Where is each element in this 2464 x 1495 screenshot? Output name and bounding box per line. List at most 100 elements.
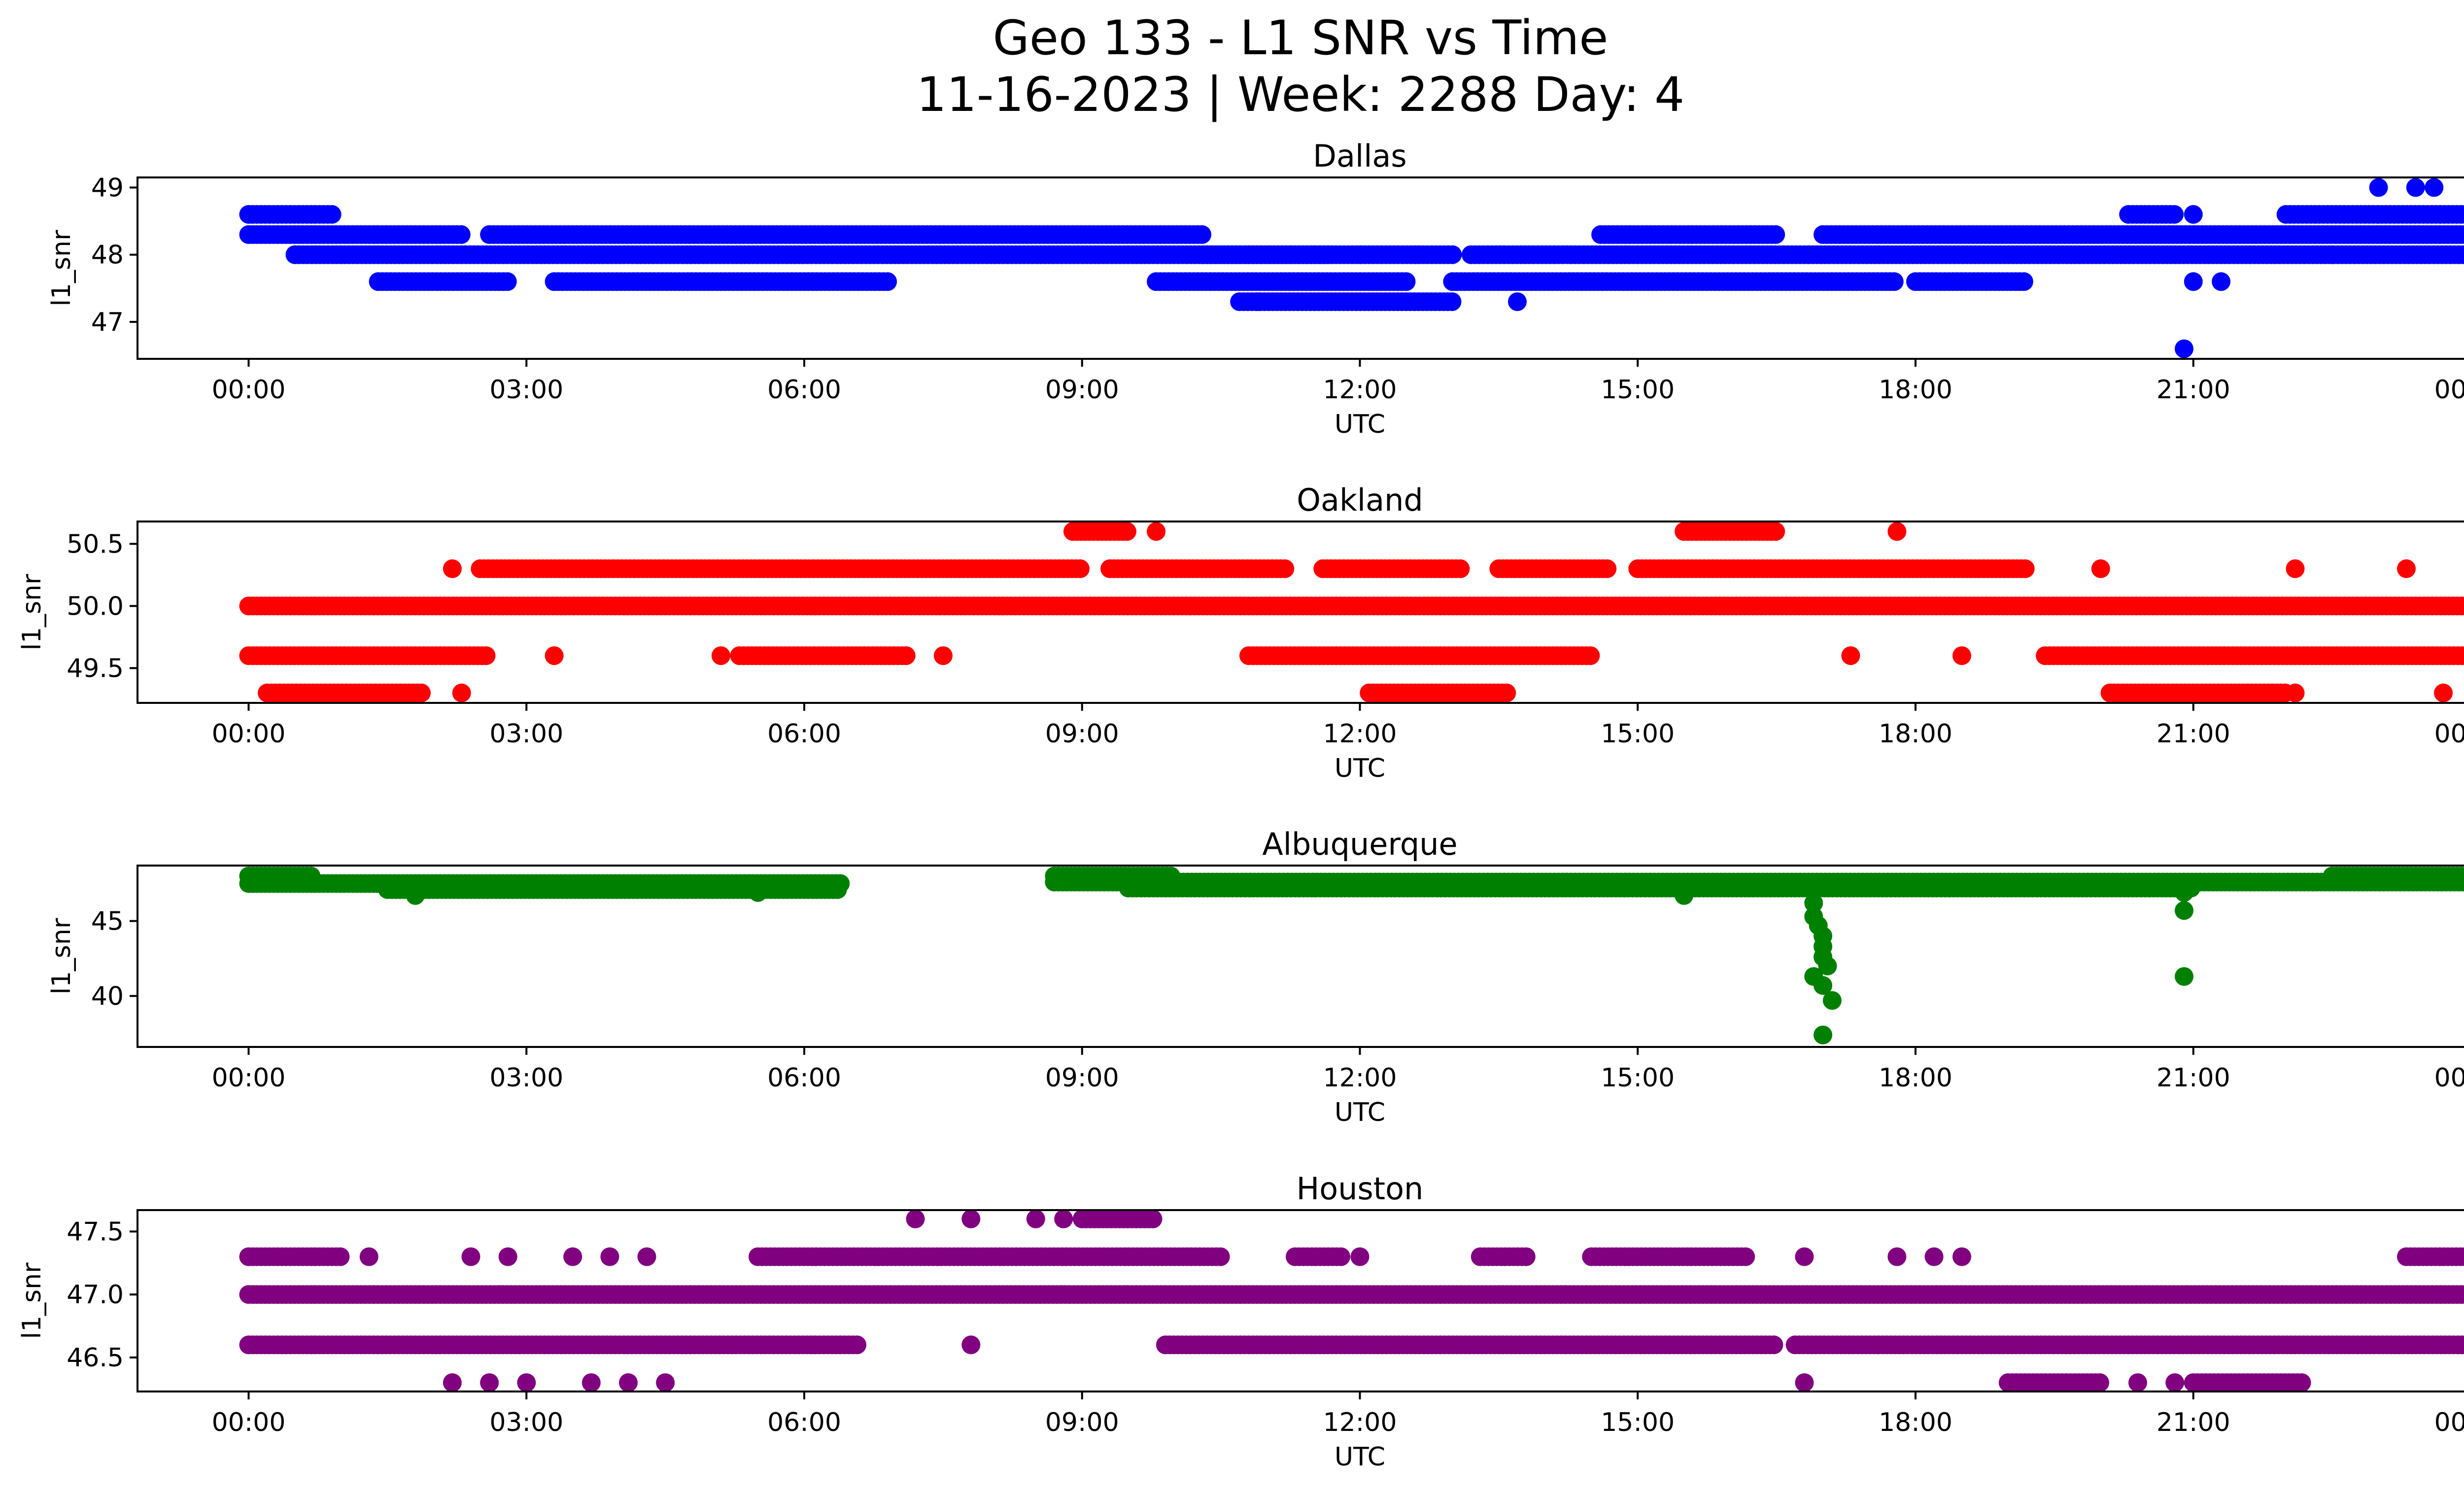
data-point: [896, 646, 916, 665]
data-point: [2165, 205, 2184, 224]
x-tick-label: 09:00: [1045, 719, 1119, 749]
chart-subtitle: 11-16-2023 | Week: 2288 Day: 4: [917, 67, 1685, 123]
data-point: [406, 886, 425, 905]
data-point: [1764, 1335, 1783, 1355]
data-point: [1275, 559, 1295, 578]
data-point: [2459, 1249, 2464, 1265]
data-point: [1516, 1247, 1536, 1266]
y-tick-label: 49: [91, 173, 124, 203]
x-axis-label: UTC: [1335, 1098, 1385, 1127]
x-tick-label: 06:00: [767, 1063, 841, 1093]
x-tick-label: 03:00: [489, 1063, 563, 1093]
x-tick-label: 18:00: [1879, 1063, 1952, 1093]
data-point: [1841, 646, 1860, 665]
data-point: [2212, 272, 2231, 291]
y-tick-label: 49.5: [67, 654, 124, 683]
y-axis-label: l1_snr: [17, 574, 47, 651]
data-point: [2286, 559, 2305, 578]
x-tick-label: 21:00: [2156, 375, 2230, 405]
data-point: [2397, 559, 2416, 578]
data-point: [933, 646, 953, 665]
data-point: [2369, 178, 2388, 197]
x-tick-label: 09:00: [1045, 1063, 1119, 1093]
data-point: [1952, 646, 1971, 665]
data-point: [2323, 245, 2342, 264]
data-point: [452, 683, 471, 702]
y-tick-label: 50.0: [67, 591, 124, 621]
data-point: [878, 272, 897, 291]
data-points: [239, 178, 2464, 358]
y-axis-label: l1_snr: [47, 230, 76, 307]
y-tick-label: 48: [91, 241, 124, 270]
data-point: [749, 883, 767, 902]
x-tick-label: 06:00: [767, 375, 841, 405]
data-point: [2462, 248, 2464, 261]
data-point: [1248, 292, 1267, 312]
data-point: [1071, 559, 1090, 578]
y-tick-label: 40: [91, 982, 124, 1011]
data-point: [2434, 683, 2453, 702]
x-tick-label: 21:00: [2156, 719, 2230, 749]
x-tick-label: 00:00: [2434, 1063, 2464, 1093]
data-point: [1766, 225, 1785, 244]
data-point: [2458, 245, 2464, 264]
data-point: [1143, 1210, 1163, 1228]
data-point: [1406, 245, 1425, 264]
x-tick-label: 00:00: [212, 719, 286, 749]
data-point: [2460, 869, 2464, 884]
data-point: [498, 272, 517, 291]
subplot-title: Dallas: [1313, 138, 1406, 174]
x-tick-label: 12:00: [1323, 375, 1397, 405]
data-point: [322, 205, 342, 224]
data-point: [1814, 976, 1833, 995]
data-point: [1451, 559, 1470, 578]
x-tick-label: 00:00: [2434, 719, 2464, 749]
data-point: [1598, 559, 1617, 578]
data-point: [2460, 598, 2464, 614]
data-point: [1442, 292, 1462, 312]
data-point: [1497, 683, 1516, 702]
data-point: [2459, 226, 2464, 243]
data-point: [1736, 1247, 1755, 1266]
data-point: [1350, 245, 1369, 264]
data-point: [1822, 991, 1842, 1010]
data-point: [1193, 225, 1212, 244]
data-point: [1211, 1247, 1230, 1266]
data-point: [1766, 522, 1785, 541]
data-point: [2406, 178, 2425, 197]
x-tick-label: 15:00: [1601, 1063, 1675, 1093]
x-axis-label: UTC: [1335, 754, 1385, 783]
x-tick-label: 03:00: [489, 375, 563, 405]
y-axis-label: l1_snr: [47, 918, 76, 995]
data-point: [1581, 646, 1600, 665]
data-point: [1804, 894, 1823, 912]
data-point: [1319, 245, 1338, 264]
data-point: [1332, 1247, 1350, 1266]
data-point: [2461, 648, 2464, 663]
data-point: [451, 225, 471, 244]
data-point: [1147, 522, 1166, 541]
data-point: [2175, 967, 2193, 986]
subplot-title: Albuquerque: [1262, 826, 1457, 862]
data-point: [828, 880, 847, 899]
x-tick-label: 00:00: [212, 1063, 286, 1093]
chart-title: Geo 133 - L1 SNR vs Time: [993, 10, 1608, 66]
data-point: [2460, 1287, 2464, 1302]
data-point: [848, 1335, 867, 1355]
data-point: [412, 683, 431, 702]
y-tick-label: 50.5: [67, 529, 124, 559]
x-tick-label: 18:00: [1879, 375, 1952, 405]
data-points: [239, 1210, 2464, 1391]
y-tick-label: 45: [91, 907, 124, 937]
data-point: [2175, 339, 2193, 358]
data-point: [1814, 1025, 1833, 1044]
data-point: [1884, 272, 1904, 291]
data-points: [239, 867, 2464, 1044]
data-point: [443, 559, 462, 578]
data-point: [2184, 272, 2203, 291]
